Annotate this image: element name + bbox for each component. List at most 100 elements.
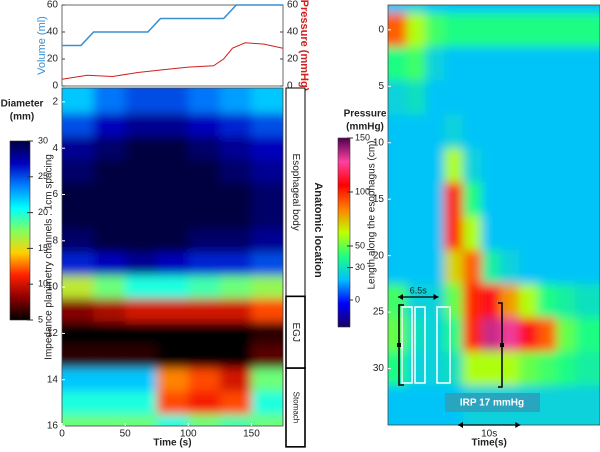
heatmap-cell: [593, 351, 600, 386]
heatmap-cell: [125, 321, 158, 346]
x-tick-label: 150: [243, 429, 260, 440]
heatmap-cell: [425, 12, 445, 48]
heatmap-cell: [462, 250, 483, 285]
plot-frame: [61, 4, 284, 87]
heatmap-cell: [444, 46, 464, 82]
heatmap-cell: [93, 206, 126, 230]
heatmap-cell: [500, 114, 520, 149]
heatmap-cell: [251, 182, 283, 207]
heatmap-cell: [462, 12, 483, 48]
heatmap-cell: [219, 206, 252, 230]
heatmap-cell: [219, 136, 252, 161]
heatmap-cell: [388, 250, 408, 285]
egj-window: [401, 306, 413, 384]
heatmap-cell: [156, 321, 189, 346]
x-tick-label: 50: [120, 429, 132, 440]
heatmap-cell: [406, 317, 426, 353]
series-line: [62, 4, 283, 47]
heatmap-cell: [575, 317, 595, 353]
heatmap-cell: [93, 113, 126, 138]
heatmap-cell: [62, 113, 95, 138]
heatmap-cell: [481, 283, 501, 319]
heatmap-cell: [62, 159, 95, 184]
heatmap-cell: [481, 46, 501, 82]
heatmap-cell: [93, 252, 126, 277]
heatmap-cell: [593, 46, 600, 82]
heatmap-cell: [500, 283, 520, 319]
y-tick-label: 0: [52, 81, 58, 92]
colorbar-tick-label: 150: [355, 132, 370, 142]
heatmap-cell: [156, 159, 189, 184]
colorbar-tick-label: 30: [38, 135, 48, 145]
heatmap-cell: [537, 148, 557, 183]
heatmap-cell: [251, 229, 283, 253]
heatmap-cell: [444, 216, 464, 251]
heatmap-cell: [444, 250, 464, 285]
heatmap-cell: [462, 5, 483, 14]
y-tick-label: 20: [373, 250, 385, 261]
heatmap-cell: [444, 114, 464, 149]
heatmap-cell: [388, 182, 408, 217]
heatmap-cell: [537, 351, 557, 386]
heatmap-cell: [537, 80, 557, 116]
heatmap-cell: [575, 80, 595, 116]
heatmap-cell: [156, 275, 189, 300]
colorbar-tick-label: 15: [38, 243, 48, 253]
heatmap-cell: [93, 88, 126, 114]
span-label: 6.5s: [410, 285, 428, 295]
heatmap-cell: [188, 368, 221, 392]
heatmap-cell: [500, 80, 520, 116]
heatmap-cell: [251, 414, 283, 426]
heatmap-cell: [188, 252, 221, 277]
heatmap-cell: [251, 113, 283, 138]
heatmap-cell: [93, 414, 126, 426]
heatmap-cell: [188, 391, 221, 415]
heatmap-cell: [556, 114, 576, 149]
heatmap-cell: [537, 12, 557, 48]
heatmap-cell: [481, 317, 501, 353]
colorbar-tick-label: 50: [355, 240, 365, 250]
y-tick-label: 15: [373, 194, 385, 205]
heatmap-cell: [575, 5, 595, 14]
heatmap-cell: [518, 317, 539, 353]
heatmap-cell: [575, 148, 595, 183]
heatmap-cell: [406, 148, 426, 183]
heatmap-cell: [219, 252, 252, 277]
colorbar-title: Diameter: [1, 99, 44, 110]
heatmap-cell: [125, 159, 158, 184]
plot-frame: [61, 87, 284, 427]
heatmap-cell: [500, 182, 520, 217]
heatmap-cell: [62, 414, 95, 426]
heatmap-cell: [575, 250, 595, 285]
heatmap-cell: [125, 344, 158, 369]
heatmap-cell: [518, 5, 539, 14]
x-axis-label: Time (s): [153, 438, 191, 449]
heatmap-cell: [462, 148, 483, 183]
y2-tick-label: 40: [287, 27, 299, 38]
y-tick-label: 20: [47, 54, 59, 65]
heatmap-cell: [481, 250, 501, 285]
heatmap-cell: [481, 182, 501, 217]
irp-label: IRP 17 mmHg: [460, 398, 524, 409]
egj-window: [436, 306, 451, 384]
heatmap-cell: [593, 283, 600, 319]
heatmap-cell: [93, 344, 126, 369]
heatmap-cell: [444, 351, 464, 386]
heatmap-cell: [125, 414, 158, 426]
heatmap-cell: [500, 148, 520, 183]
heatmap-cell: [188, 88, 221, 114]
heatmap-cell: [388, 216, 408, 251]
heatmap-cell: [556, 385, 576, 425]
heatmap-cell: [219, 229, 252, 253]
heatmap-cell: [593, 182, 600, 217]
heatmap-cell: [556, 46, 576, 82]
colorbar-tick-label: 10: [38, 279, 48, 289]
heatmap-cell: [575, 114, 595, 149]
egj-overlay: [397, 302, 504, 388]
heatmap-cell: [462, 283, 483, 319]
heatmap-cell: [251, 252, 283, 277]
heatmap-cell: [593, 216, 600, 251]
heatmap-cell: [425, 114, 445, 149]
heatmap-cell: [93, 321, 126, 346]
heatmap-cell: [125, 88, 158, 114]
